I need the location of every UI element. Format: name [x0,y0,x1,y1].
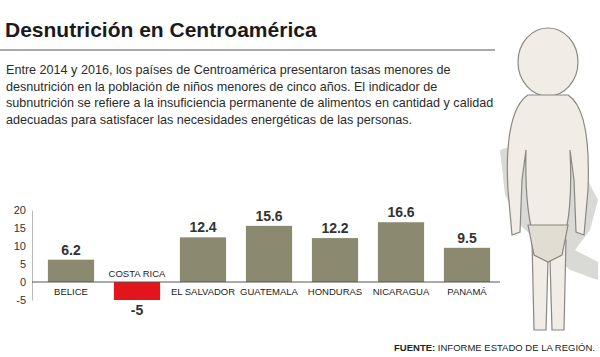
zero-line [32,282,500,283]
child-cloth [528,225,568,262]
data-label: 12.2 [321,220,348,236]
data-label: 15.6 [255,208,282,224]
x-tick-label: NICARAGUA [373,286,430,297]
y-tick: -5 [16,294,32,306]
y-tick: 0 [20,276,32,288]
y-tick: 20 [14,204,32,216]
child-head [518,28,578,96]
y-tick-label: 15 [14,222,26,234]
title: Desnutrición en Centroamérica [5,18,317,41]
subtitle: Entre 2014 y 2016, los países de Centroa… [6,62,506,128]
child-body [507,95,588,245]
bars [48,222,490,300]
x-tick-label: GUATEMALA [240,286,299,297]
source-text: INFORME ESTADO DE LA REGIÓN. [438,342,595,353]
y-tick: 10 [14,240,32,252]
y-tick-label: 10 [14,240,26,252]
x-tick-label: COSTA RICA [109,268,166,279]
y-tick-label: 5 [20,258,26,270]
data-label: 16.6 [387,204,414,220]
title-rule [0,50,495,51]
data-label: 12.4 [189,219,216,235]
bar [444,248,490,282]
bar [114,282,160,300]
x-labels: BELICE COSTA RICA EL SALVADOR GUATEMALA HOND… [54,268,487,297]
bar [180,237,226,282]
y-tick: 15 [14,222,32,234]
x-tick-label: BELICE [54,286,88,297]
y-tick: 5 [20,258,32,270]
bar [312,238,358,282]
data-labels: 6.2 -5 12.4 15.6 12.2 16.6 9.5 [61,204,477,318]
y-axis: -5 0 5 10 15 20 [14,204,33,306]
data-label: -5 [131,302,144,318]
bar [378,222,424,282]
x-tick-label: EL SALVADOR [171,286,235,297]
y-tick-label: 0 [20,276,26,288]
chart: Desnutrición en Centroamérica -5 0 5 10 15 20 B… [0,0,600,357]
source-label: FUENTE: [394,342,435,353]
data-label: 9.5 [457,230,477,246]
y-tick-label: -5 [16,294,26,306]
bar [48,260,94,282]
data-label: 6.2 [61,242,81,258]
illustration [500,28,598,330]
bar [246,226,292,282]
source: FUENTE: INFORME ESTADO DE LA REGIÓN. [394,342,595,353]
y-tick-label: 20 [14,204,26,216]
x-tick-label: PANAMÁ [447,286,487,297]
x-tick-label: HONDURAS [308,286,362,297]
y-axis-line [32,211,33,301]
